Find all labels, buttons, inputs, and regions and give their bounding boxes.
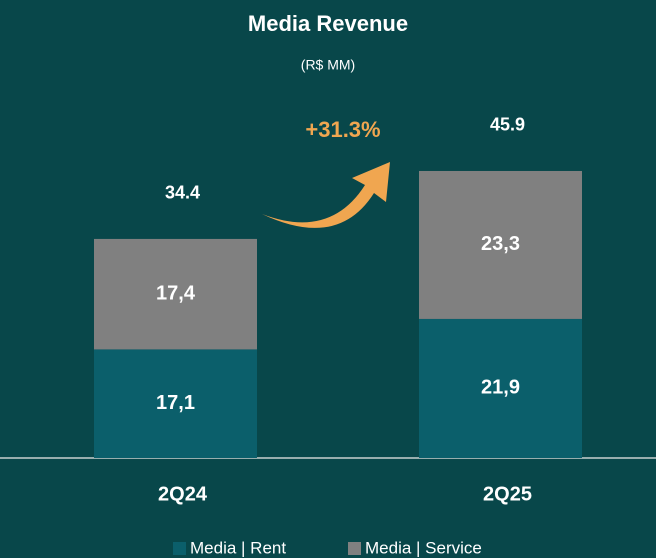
segment-label: 23,3	[481, 233, 520, 255]
segment-label: 17,1	[156, 392, 195, 414]
segment-label: 21,9	[481, 377, 520, 399]
legend-label: Media | Rent	[190, 538, 286, 557]
legend-swatch	[173, 542, 186, 555]
annotation: +31.3%	[305, 117, 380, 142]
segment-label: 17,4	[156, 282, 196, 304]
total-label: 45.9	[490, 115, 525, 135]
bar-segment	[419, 318, 582, 458]
chart-subtitle: (R$ MM)	[301, 57, 355, 73]
chart-title: Media Revenue	[248, 11, 408, 36]
growth-arrow	[262, 162, 390, 228]
bar-segment	[94, 349, 257, 458]
legend-swatch	[348, 542, 361, 555]
total-label: 34.4	[165, 183, 200, 203]
bar-segment	[419, 170, 582, 319]
x-tick-label: 2Q24	[158, 483, 208, 505]
bar-segment	[94, 238, 257, 350]
legend-label: Media | Service	[365, 538, 482, 557]
x-tick-label: 2Q25	[483, 483, 532, 505]
